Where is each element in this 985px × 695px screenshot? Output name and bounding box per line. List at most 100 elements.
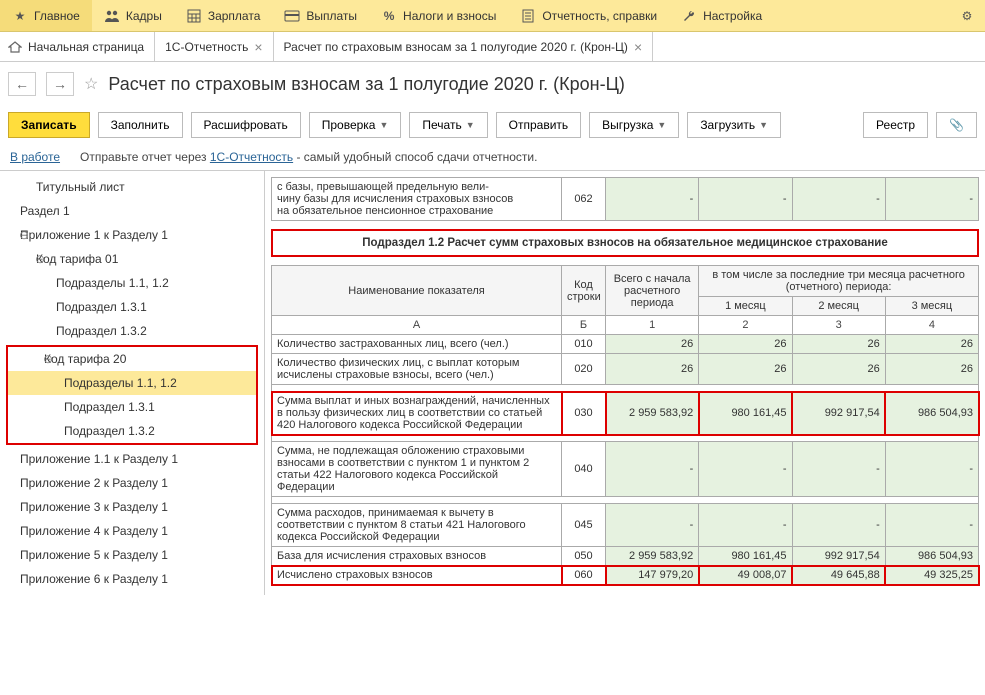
cell-val[interactable]: 992 917,54 <box>792 392 885 435</box>
cell-val[interactable]: 26 <box>606 335 699 354</box>
tab-reporting[interactable]: 1С-Отчетность × <box>155 32 273 61</box>
tree-item[interactable]: Титульный лист <box>0 175 264 199</box>
menu-main[interactable]: ★ Главное <box>0 0 92 31</box>
print-button[interactable]: Печать▼ <box>409 112 487 138</box>
tree-item[interactable]: Подраздел 1.3.1 <box>8 395 256 419</box>
menu-taxes[interactable]: % Налоги и взносы <box>369 0 508 31</box>
section-title: Подраздел 1.2 Расчет сумм страховых взно… <box>271 229 979 257</box>
sub-2: 2 <box>699 316 792 335</box>
tree-toggle-icon[interactable]: ⊖ <box>34 252 46 266</box>
cell-val[interactable]: 26 <box>792 354 885 385</box>
cell-val[interactable]: 992 917,54 <box>792 547 885 566</box>
tree-item[interactable]: Приложение 4 к Разделу 1 <box>0 519 264 543</box>
tree-item[interactable]: Приложение 1.1 к Разделу 1 <box>0 447 264 471</box>
cell-val[interactable]: - <box>792 442 885 497</box>
tree-item[interactable]: ⊖Код тарифа 01 <box>0 247 264 271</box>
th-group: в том числе за последние три месяца расч… <box>699 266 979 297</box>
tree-label: Подразделы 1.1, 1.2 <box>56 276 169 290</box>
close-icon[interactable]: × <box>254 39 262 55</box>
cell-val[interactable]: - <box>606 504 699 547</box>
cell-val[interactable]: - <box>792 178 885 221</box>
cell-val[interactable]: 49 325,25 <box>885 566 978 585</box>
registry-button[interactable]: Реестр <box>863 112 928 138</box>
tree-label: Приложение 2 к Разделу 1 <box>20 476 168 490</box>
cell-val[interactable]: 26 <box>606 354 699 385</box>
menu-hr[interactable]: Кадры <box>92 0 174 31</box>
tree-label: Подраздел 1.3.2 <box>56 324 147 338</box>
menu-settings[interactable]: Настройка <box>669 0 774 31</box>
cell-val[interactable]: 26 <box>699 335 792 354</box>
cell-val[interactable]: - <box>606 178 699 221</box>
cell-name: с базы, превышающей предельную вели- чин… <box>272 178 562 221</box>
cell-val[interactable]: 147 979,20 <box>606 566 699 585</box>
cell-val[interactable]: 980 161,45 <box>699 392 792 435</box>
cell-val[interactable]: 26 <box>792 335 885 354</box>
cell-code: 045 <box>562 504 606 547</box>
cell-val[interactable]: 49 008,07 <box>699 566 792 585</box>
cell-val[interactable]: - <box>885 178 978 221</box>
forward-button[interactable]: → <box>46 72 74 96</box>
tree-item[interactable]: Подразделы 1.1, 1.2 <box>0 271 264 295</box>
tree-item[interactable]: Подраздел 1.3.1 <box>0 295 264 319</box>
cell-val[interactable]: 26 <box>885 354 978 385</box>
tree-item[interactable]: ⊖Код тарифа 20 <box>8 347 256 371</box>
cell-val[interactable]: - <box>606 442 699 497</box>
upload-button[interactable]: Загрузить▼ <box>687 112 781 138</box>
reporting-link[interactable]: 1С-Отчетность <box>210 150 293 164</box>
cell-code: 030 <box>562 392 606 435</box>
cell-val[interactable]: 986 504,93 <box>885 392 978 435</box>
send-button[interactable]: Отправить <box>496 112 582 138</box>
report-body: с базы, превышающей предельную вели- чин… <box>265 171 985 595</box>
paperclip-icon: 📎 <box>949 118 964 132</box>
global-settings[interactable]: ⚙ <box>949 0 985 31</box>
favorite-icon[interactable]: ☆ <box>84 74 98 94</box>
tree-item[interactable]: Приложение 3 к Разделу 1 <box>0 495 264 519</box>
fill-button[interactable]: Заполнить <box>98 112 183 138</box>
cell-val[interactable]: - <box>699 442 792 497</box>
cell-val[interactable]: - <box>885 442 978 497</box>
cell-val[interactable]: 2 959 583,92 <box>606 547 699 566</box>
tree-label: Титульный лист <box>36 180 125 194</box>
explain-button[interactable]: Расшифровать <box>191 112 301 138</box>
cell-val[interactable]: - <box>699 178 792 221</box>
menu-payments[interactable]: Выплаты <box>272 0 369 31</box>
back-button[interactable]: ← <box>8 72 36 96</box>
cell-val[interactable]: 26 <box>699 354 792 385</box>
tree-item[interactable]: Приложение 5 к Разделу 1 <box>0 543 264 567</box>
tree-toggle-icon[interactable]: ⊖ <box>18 228 30 242</box>
tree-item[interactable]: Подраздел 1.3.2 <box>0 319 264 343</box>
cell-val[interactable]: 2 959 583,92 <box>606 392 699 435</box>
cell-val[interactable]: 986 504,93 <box>885 547 978 566</box>
tree-item[interactable]: Подраздел 1.3.2 <box>8 419 256 443</box>
cell-val[interactable]: - <box>699 504 792 547</box>
close-icon[interactable]: × <box>634 39 642 55</box>
star-icon: ★ <box>12 8 28 24</box>
tree-item[interactable]: Приложение 6 к Разделу 1 <box>0 567 264 591</box>
tab-label: 1С-Отчетность <box>165 40 248 54</box>
tree-item[interactable]: Подразделы 1.1, 1.2 <box>8 371 256 395</box>
sub-b: Б <box>562 316 606 335</box>
tree-toggle-icon[interactable]: ⊖ <box>42 352 54 366</box>
table-row: Сумма, не подлежащая обложению страховым… <box>272 442 979 497</box>
export-button[interactable]: Выгрузка▼ <box>589 112 679 138</box>
cell-code: 060 <box>562 566 606 585</box>
tab-home[interactable]: Начальная страница <box>0 32 155 61</box>
menu-salary[interactable]: Зарплата <box>174 0 273 31</box>
status-link[interactable]: В работе <box>10 150 60 164</box>
save-button[interactable]: Записать <box>8 112 90 138</box>
check-button[interactable]: Проверка▼ <box>309 112 402 138</box>
cell-val[interactable]: 26 <box>885 335 978 354</box>
cell-name: База для исчисления страховых взносов <box>272 547 562 566</box>
cell-val[interactable]: - <box>792 504 885 547</box>
tab-active[interactable]: Расчет по страховым взносам за 1 полугод… <box>274 32 654 61</box>
th-m2: 2 месяц <box>792 297 885 316</box>
table-row: База для исчисления страховых взносов050… <box>272 547 979 566</box>
tree-item[interactable]: Приложение 2 к Разделу 1 <box>0 471 264 495</box>
cell-val[interactable]: 49 645,88 <box>792 566 885 585</box>
cell-val[interactable]: 980 161,45 <box>699 547 792 566</box>
tree-item[interactable]: Раздел 1 <box>0 199 264 223</box>
cell-val[interactable]: - <box>885 504 978 547</box>
tree-item[interactable]: ⊖Приложение 1 к Разделу 1 <box>0 223 264 247</box>
menu-reports[interactable]: Отчетность, справки <box>508 0 669 31</box>
attach-button[interactable]: 📎 <box>936 112 977 138</box>
